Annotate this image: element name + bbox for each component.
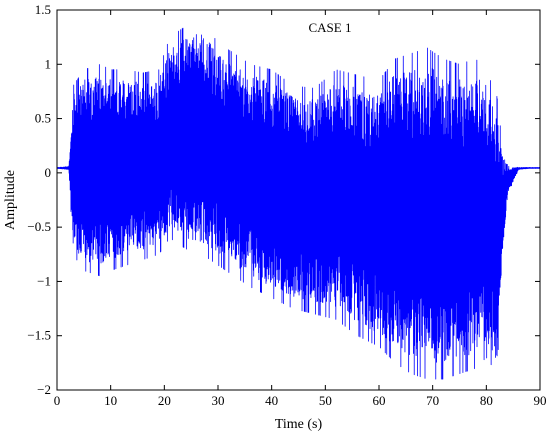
y-tick-label: −0.5 [27,219,51,234]
plot-area [56,27,541,380]
x-tick-label: 10 [104,393,117,408]
x-tick-label: 20 [158,393,171,408]
x-tick-label: 90 [534,393,547,408]
x-tick-label: 30 [212,393,225,408]
axis-ticks: 0 10 20 30 40 50 60 70 80 90 −2 −1.5 −1 −0.5 0 0.5 1 1.5 [27,2,546,408]
y-tick-label: −2 [37,382,51,397]
x-tick-label: 40 [265,393,278,408]
y-tick-label: 1.5 [35,2,51,17]
y-axis-label: Amplitude [3,170,18,230]
y-tick-label: 0 [45,165,52,180]
y-tick-label: 1 [45,56,52,71]
y-tick-label: −1 [37,273,51,288]
axes-frame [56,9,541,391]
x-tick-label: 70 [426,393,439,408]
y-tick-label: 0.5 [35,111,51,126]
x-axis-label: Time (s) [275,417,323,432]
chart-title: CASE 1 [309,20,352,35]
x-tick-label: 60 [373,393,386,408]
signal-series-line [56,27,541,380]
x-tick-label: 50 [319,393,332,408]
x-tick-label: 80 [480,393,493,408]
y-tick-label: −1.5 [27,328,51,343]
x-tick-label: 0 [54,393,61,408]
